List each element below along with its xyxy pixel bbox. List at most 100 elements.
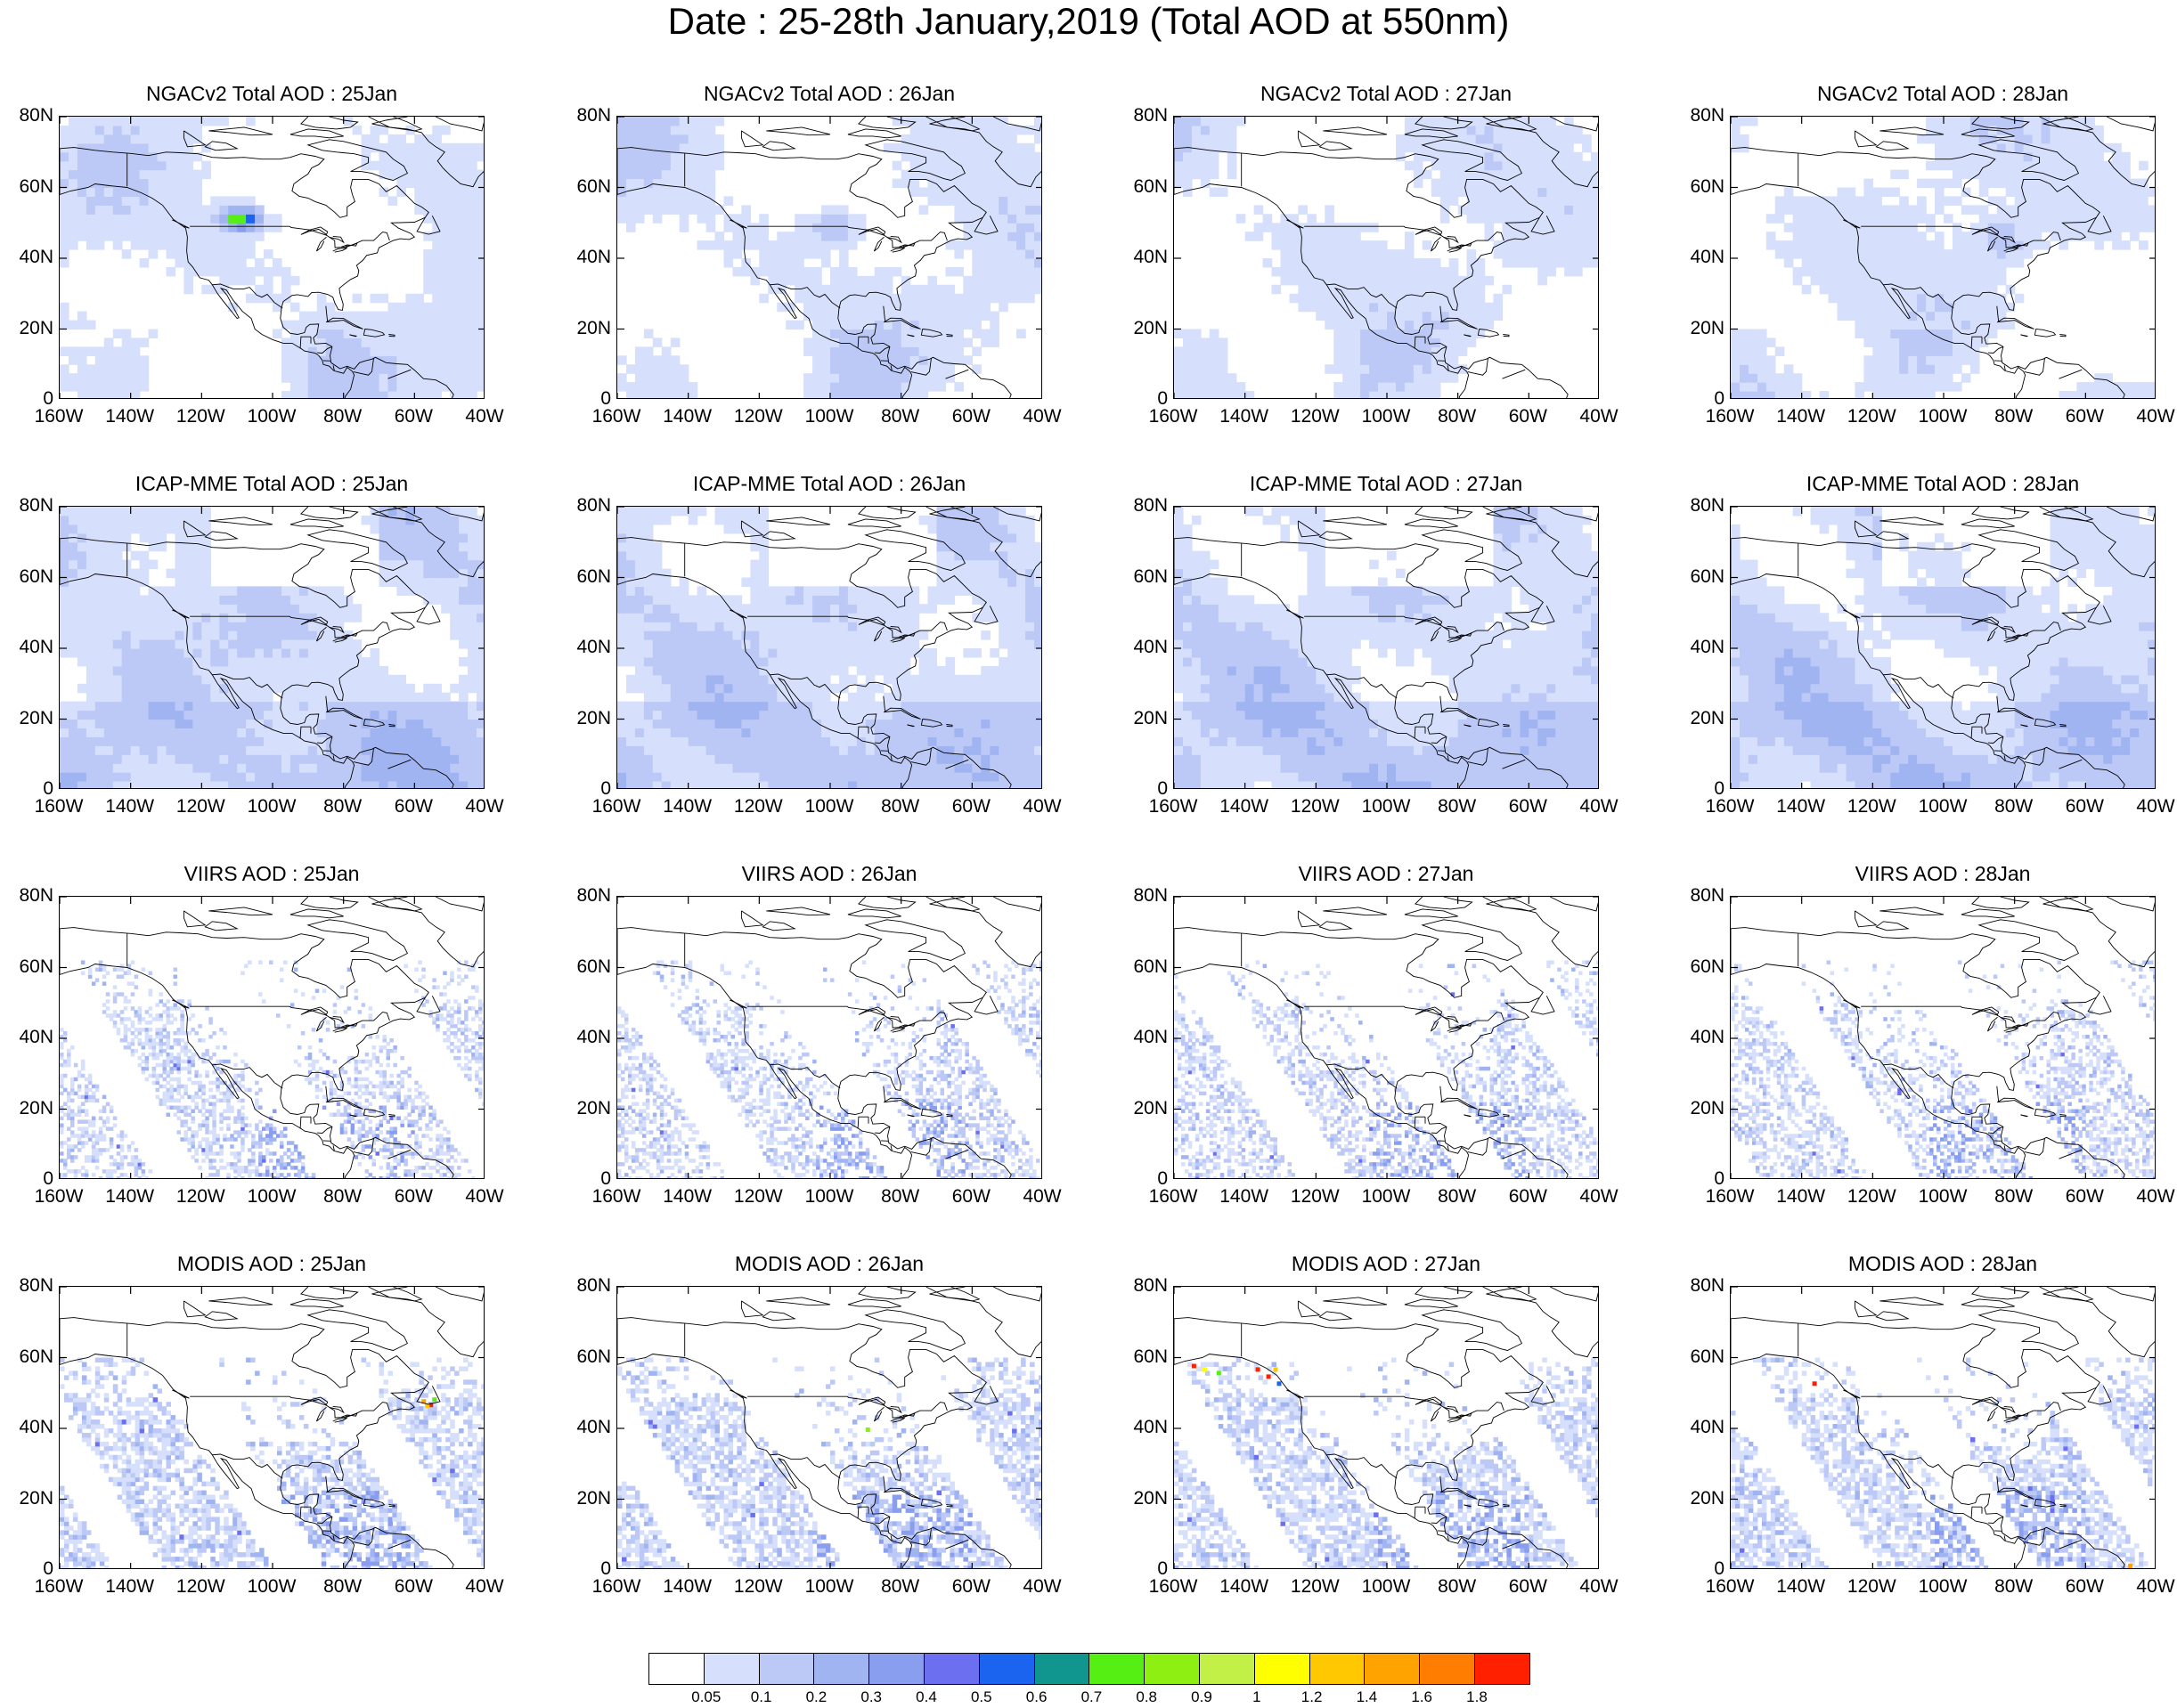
lat-tick-label: 60N [558, 1346, 611, 1368]
lat-tick-label: 80N [1114, 885, 1168, 907]
figure-title: Date : 25-28th January,2019 (Total AOD a… [0, 2, 2177, 41]
aod-map [1174, 117, 1598, 398]
lat-tick-label: 80N [1114, 495, 1168, 516]
colorbar-swatch [1309, 1653, 1366, 1685]
lon-tick-label: 120W [1279, 796, 1350, 817]
lat-tick-label: 0 [1114, 1558, 1168, 1580]
axis-ticks [1731, 507, 2155, 788]
lon-tick-label: 80W [1978, 406, 2050, 427]
lon-tick-label: 80W [865, 796, 936, 817]
lat-tick-label: 80N [0, 495, 53, 516]
lat-tick-label: 40N [1671, 1417, 1724, 1438]
lon-tick-label: 40W [449, 1186, 520, 1208]
lon-tick-label: 140W [1209, 1576, 1280, 1598]
lon-tick-label: 80W [865, 1576, 936, 1598]
lon-tick-label: 160W [1137, 1186, 1209, 1208]
map-panel-ngac-2 [616, 116, 1042, 399]
lon-tick-label: 40W [1563, 796, 1635, 817]
lat-tick-label: 60N [1671, 566, 1724, 588]
aod-field [1731, 507, 2155, 788]
lat-tick-label: 40N [1114, 247, 1168, 268]
colorbar-label: 1.4 [1340, 1688, 1393, 1706]
coastlines [60, 897, 484, 1178]
lat-tick-label: 20N [1114, 1098, 1168, 1119]
lon-tick-label: 60W [935, 406, 1007, 427]
lat-tick-label: 40N [1671, 1027, 1724, 1048]
axis-ticks [1731, 117, 2155, 398]
lat-tick-label: 80N [558, 495, 611, 516]
lon-tick-label: 160W [581, 406, 652, 427]
lat-tick-label: 20N [1114, 1488, 1168, 1509]
axis-ticks [60, 117, 484, 398]
lon-tick-label: 120W [165, 796, 236, 817]
lon-tick-label: 60W [935, 1576, 1007, 1598]
lat-tick-label: 20N [1671, 1098, 1724, 1119]
lon-tick-label: 40W [1563, 1186, 1635, 1208]
panel-title: MODIS AOD : 28Jan [1730, 1252, 2156, 1276]
colorbar-swatch [1253, 1653, 1310, 1685]
aod-map [617, 507, 1041, 788]
lat-tick-label: 60N [0, 1346, 53, 1368]
lon-tick-label: 80W [307, 406, 379, 427]
map-panel-viirs-2 [616, 896, 1042, 1179]
lat-tick-label: 60N [1114, 956, 1168, 978]
lon-tick-label: 140W [94, 406, 166, 427]
lon-tick-label: 140W [1209, 796, 1280, 817]
aod-field [617, 960, 1041, 1178]
lon-tick-label: 160W [23, 796, 94, 817]
lon-tick-label: 80W [1422, 406, 1493, 427]
lon-tick-label: 120W [1279, 1186, 1350, 1208]
map-panel-modis-4 [1730, 1286, 2156, 1569]
lon-tick-label: 40W [449, 796, 520, 817]
lon-tick-label: 40W [1563, 406, 1635, 427]
lat-tick-label: 40N [558, 637, 611, 658]
colorbar-swatch [1199, 1653, 1255, 1685]
aod-field [60, 960, 484, 1178]
lat-tick-label: 80N [558, 1275, 611, 1297]
coastlines [617, 117, 1041, 398]
lon-tick-label: 80W [1422, 1186, 1493, 1208]
lon-tick-label: 100W [794, 1186, 865, 1208]
lon-tick-label: 100W [1907, 406, 1978, 427]
lon-tick-label: 100W [236, 1186, 307, 1208]
lon-tick-label: 100W [1907, 1576, 1978, 1598]
lat-tick-label: 20N [0, 318, 53, 339]
lon-tick-label: 100W [794, 406, 865, 427]
lon-tick-label: 100W [1350, 406, 1422, 427]
lat-tick-label: 20N [0, 708, 53, 729]
lon-tick-label: 40W [1007, 1186, 1078, 1208]
lon-tick-label: 120W [165, 1186, 236, 1208]
lon-tick-label: 160W [1694, 796, 1765, 817]
axis-ticks [1174, 897, 1598, 1178]
map-panel-ngac-4 [1730, 116, 2156, 399]
coastlines [60, 1287, 484, 1568]
lon-tick-label: 100W [1350, 1186, 1422, 1208]
lat-tick-label: 60N [0, 176, 53, 198]
aod-map [1174, 1287, 1598, 1568]
lat-tick-label: 0 [1671, 778, 1724, 800]
lon-tick-label: 120W [722, 406, 794, 427]
lon-tick-label: 160W [23, 1186, 94, 1208]
coastlines [1174, 507, 1598, 788]
colorbar-label: 0.2 [789, 1688, 843, 1706]
lon-tick-label: 40W [2120, 796, 2177, 817]
lat-tick-label: 80N [0, 885, 53, 907]
lon-tick-label: 40W [2120, 1186, 2177, 1208]
map-panel-icap-4 [1730, 506, 2156, 789]
lon-tick-label: 40W [1007, 406, 1078, 427]
coastlines [1731, 897, 2155, 1178]
lon-tick-label: 40W [2120, 1576, 2177, 1598]
colorbar-label: 0.8 [1120, 1688, 1173, 1706]
lon-tick-label: 160W [1694, 1186, 1765, 1208]
colorbar-swatch [758, 1653, 815, 1685]
lon-tick-label: 120W [1836, 406, 1907, 427]
lat-tick-label: 20N [0, 1098, 53, 1119]
lon-tick-label: 80W [1978, 796, 2050, 817]
lon-tick-label: 100W [236, 406, 307, 427]
lon-tick-label: 160W [1694, 406, 1765, 427]
colorbar-label: 0.4 [900, 1688, 953, 1706]
colorbar-swatch [1474, 1653, 1530, 1685]
lon-tick-label: 140W [94, 1186, 166, 1208]
lon-tick-label: 160W [581, 1576, 652, 1598]
lat-tick-label: 0 [1671, 1558, 1724, 1580]
